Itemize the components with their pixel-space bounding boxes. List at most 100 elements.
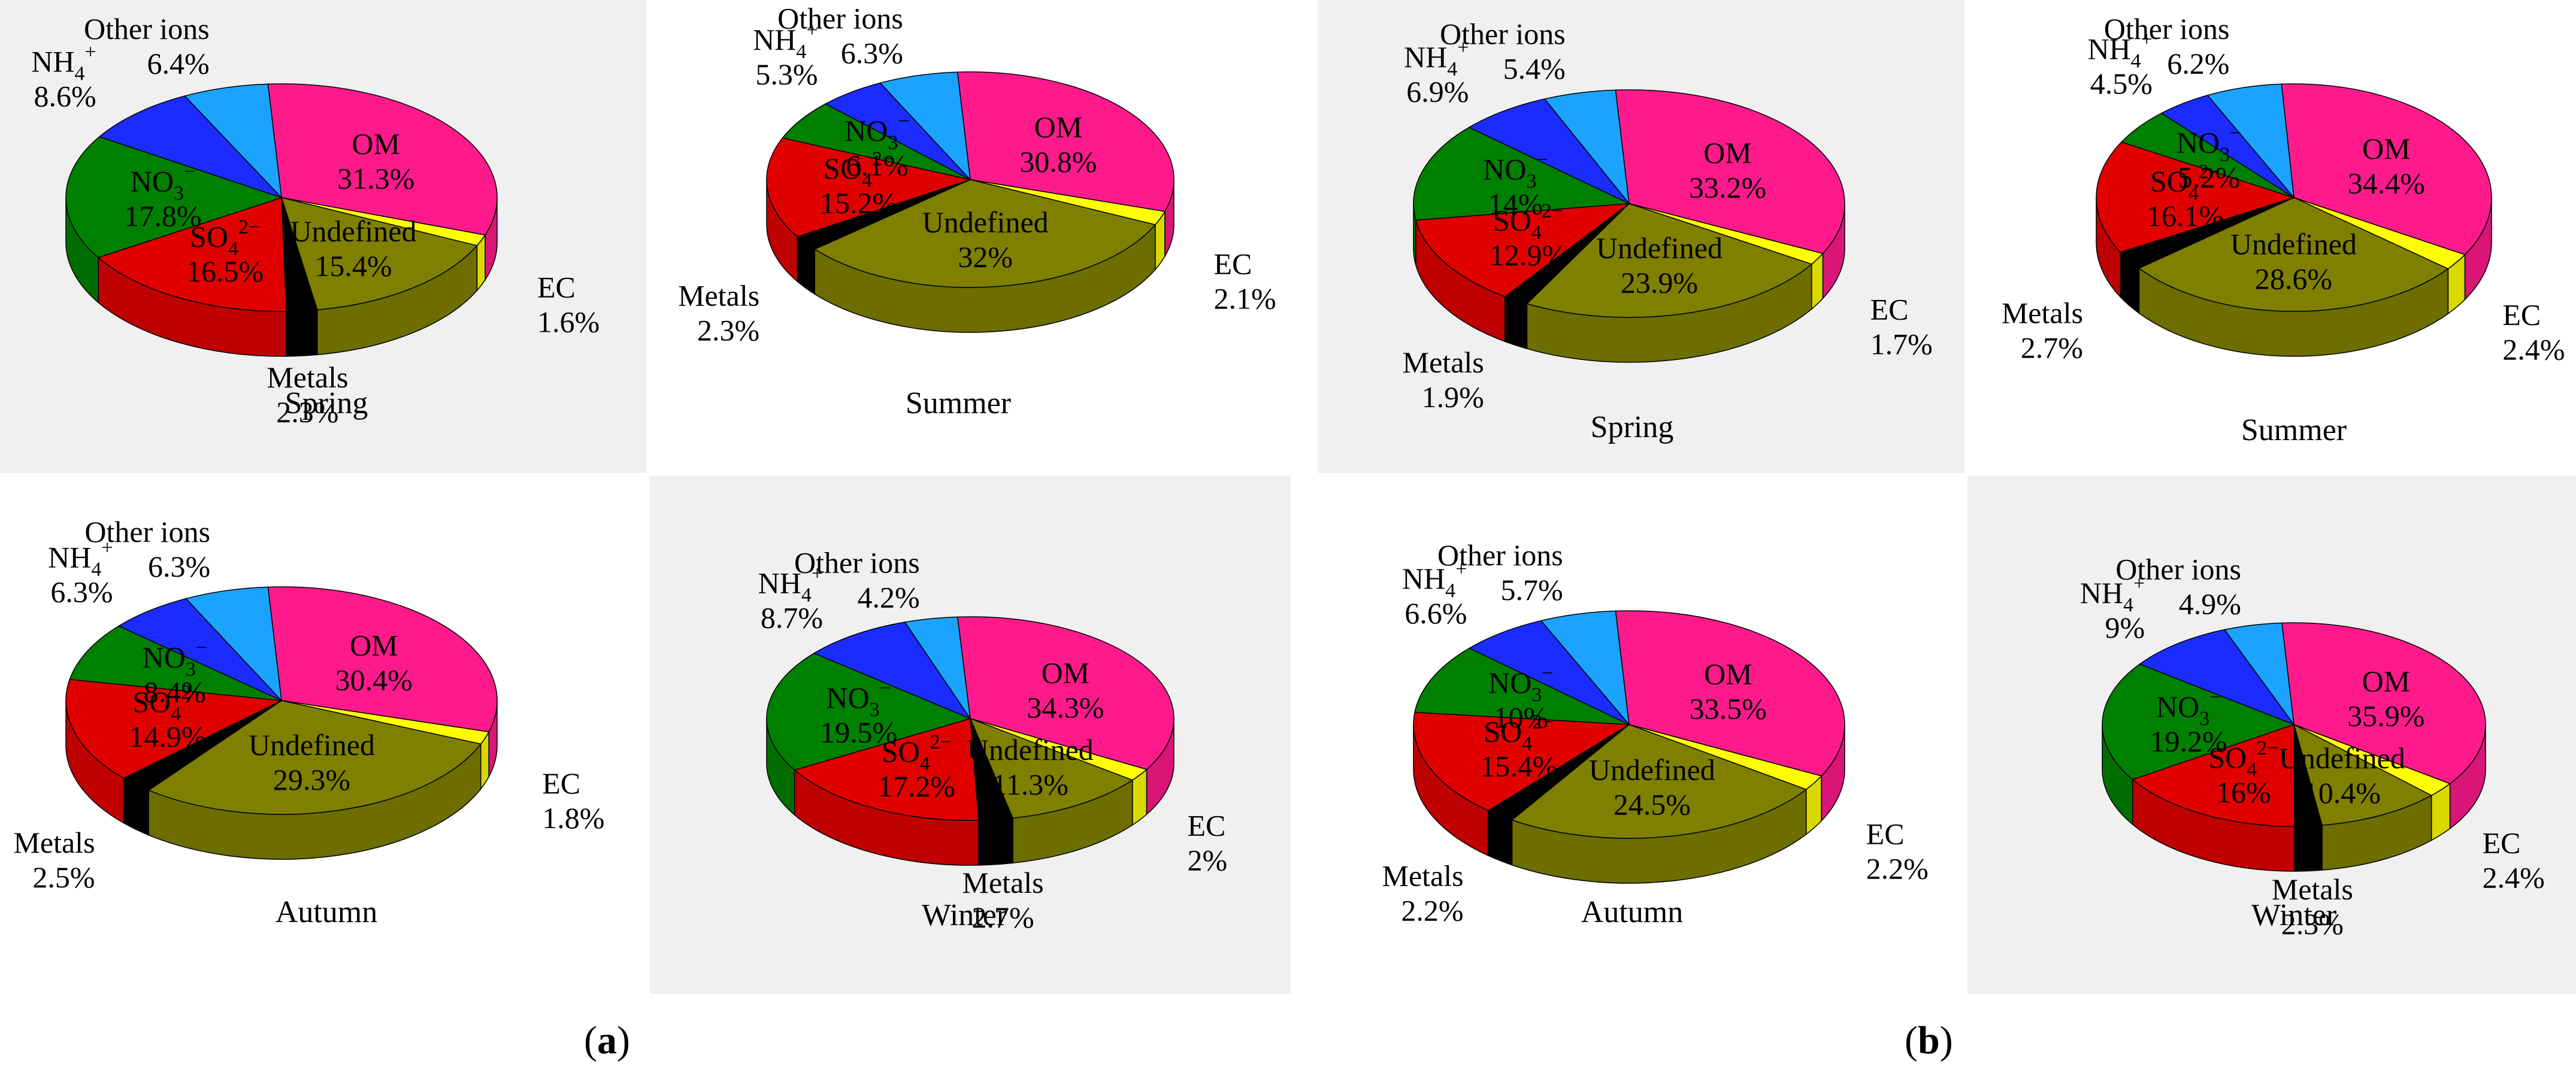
slice-value-so4: 16% bbox=[2216, 775, 2271, 809]
slice-label-ec: EC bbox=[537, 270, 576, 304]
pie-slice-undefined bbox=[1511, 724, 1808, 839]
slice-value-no3: 5.2% bbox=[2178, 160, 2240, 194]
pie-slice-undefined bbox=[147, 700, 482, 815]
slice-value-metals: 2.5% bbox=[32, 860, 95, 894]
slice-value-metals: 2.3% bbox=[2281, 907, 2344, 941]
slice-label-om: OM bbox=[2362, 132, 2411, 165]
slice-label-other-ions: Other ions bbox=[84, 515, 210, 548]
pie-slice-no3 bbox=[782, 103, 971, 180]
slice-value-other-ions: 5.4% bbox=[1503, 51, 1566, 85]
slice-label-ec: EC bbox=[1866, 817, 1905, 851]
pie-slice-undefined bbox=[2293, 723, 2433, 826]
pie-slice-undefined bbox=[280, 196, 478, 311]
pie-slice-so4 bbox=[794, 718, 979, 821]
slice-value-om: 33.5% bbox=[1690, 692, 1767, 726]
slice-value-other-ions: 4.2% bbox=[858, 581, 920, 614]
pie-slice-so4 bbox=[2096, 141, 2296, 253]
slice-label-om: OM bbox=[1703, 136, 1752, 169]
pie-slice-nh4 bbox=[2138, 629, 2296, 726]
pie-slice-other-ions bbox=[184, 83, 283, 199]
slice-label-no3: NO3− bbox=[1483, 149, 1548, 193]
slice-label-so4: SO42− bbox=[132, 681, 202, 725]
slice-label-nh4: NH4+ bbox=[753, 19, 818, 63]
slice-label-ec: EC bbox=[2483, 826, 2521, 859]
slice-label-om: OM bbox=[352, 127, 400, 160]
pie-side-metals bbox=[1505, 296, 1528, 350]
slice-label-undefined: Undefined bbox=[290, 214, 416, 248]
slice-label-undefined: Undefined bbox=[967, 733, 1094, 766]
slice-label-metals: Metals bbox=[267, 360, 348, 394]
slice-label-nh4: NH4+ bbox=[1402, 558, 1467, 602]
slice-value-undefined: 24.5% bbox=[1614, 788, 1691, 822]
pie-chart-a-spring: OM31.3%EC1.6%Undefined15.4%Metals2.3%SO4… bbox=[31, 12, 600, 429]
slice-label-other-ions: Other ions bbox=[1437, 538, 1563, 572]
pie-slice-om bbox=[267, 83, 498, 236]
slice-value-ec: 2.2% bbox=[1866, 852, 1929, 886]
slice-value-om: 35.9% bbox=[2347, 699, 2424, 733]
slice-value-nh4: 8.7% bbox=[761, 601, 823, 634]
slice-value-om: 34.4% bbox=[2348, 166, 2425, 200]
slice-label-other-ions: Other ions bbox=[777, 1, 903, 35]
slice-value-undefined: 10.4% bbox=[2303, 776, 2381, 810]
slice-value-metals: 1.9% bbox=[1422, 380, 1484, 414]
slice-label-om: OM bbox=[1034, 110, 1083, 144]
slice-label-ec: EC bbox=[542, 766, 580, 800]
slice-value-other-ions: 6.3% bbox=[841, 36, 903, 69]
slice-label-undefined: Undefined bbox=[922, 205, 1049, 239]
slice-value-undefined: 32% bbox=[958, 240, 1013, 274]
slice-value-no3: 6.1% bbox=[846, 149, 908, 182]
slice-label-other-ions: Other ions bbox=[794, 546, 920, 580]
pie-slice-so4 bbox=[1413, 711, 1631, 811]
slice-label-other-ions: Other ions bbox=[2115, 552, 2241, 586]
panel-label-b-letter: b bbox=[1917, 1019, 1940, 1062]
panel-label-a: (a) bbox=[584, 1019, 630, 1062]
slice-value-no3: 19.5% bbox=[820, 716, 897, 749]
pie-slice-other-ions bbox=[1543, 89, 1630, 205]
slice-value-so4: 15.2% bbox=[820, 186, 897, 220]
slice-label-so4: SO42− bbox=[1493, 200, 1563, 244]
pie-side-metals bbox=[2294, 825, 2323, 872]
pie-slice-nh4 bbox=[98, 95, 282, 198]
slice-value-nh4: 4.5% bbox=[2090, 66, 2153, 100]
pie-slice-no3 bbox=[766, 653, 972, 771]
pie-slice-so4 bbox=[1415, 203, 1631, 298]
slice-value-nh4: 8.6% bbox=[34, 80, 96, 113]
slice-label-no3: NO3− bbox=[2177, 122, 2241, 166]
slice-label-om: OM bbox=[350, 628, 398, 662]
pie-slice-om bbox=[956, 71, 1175, 212]
slice-value-other-ions: 6.2% bbox=[2167, 47, 2229, 80]
season-title: Autumn bbox=[1581, 895, 1683, 929]
slice-label-metals: Metals bbox=[2272, 872, 2353, 906]
season-title: Winter bbox=[2251, 898, 2336, 932]
slice-value-metals: 2.3% bbox=[276, 395, 338, 429]
pie-slice-om bbox=[956, 616, 1175, 770]
pie-chart-b-autumn: OM33.5%EC2.2%Undefined24.5%Metals2.2%SO4… bbox=[1382, 538, 1928, 929]
slice-value-nh4: 9% bbox=[2105, 611, 2145, 644]
slice-label-undefined: Undefined bbox=[2279, 741, 2405, 775]
slice-label-om: OM bbox=[1042, 656, 1090, 690]
pie-slice-nh4 bbox=[117, 598, 282, 701]
slice-label-other-ions: Other ions bbox=[2104, 12, 2230, 46]
pie-slice-om bbox=[2281, 83, 2492, 256]
pie-slice-other-ions bbox=[2223, 622, 2295, 726]
slice-value-so4: 14.9% bbox=[129, 720, 206, 753]
slice-label-ec: EC bbox=[1187, 808, 1225, 842]
slice-value-so4: 15.4% bbox=[1480, 749, 1557, 783]
season-title: Autumn bbox=[276, 895, 377, 929]
slice-label-undefined: Undefined bbox=[2230, 227, 2357, 260]
panel-label-b: (b) bbox=[1905, 1019, 1953, 1062]
slice-value-nh4: 6.9% bbox=[1406, 75, 1469, 108]
slice-value-ec: 1.8% bbox=[542, 801, 604, 835]
panel-label-a-letter: a bbox=[597, 1019, 617, 1062]
slice-value-undefined: 11.3% bbox=[992, 768, 1068, 801]
slice-label-so4: SO42− bbox=[824, 148, 894, 192]
pie-slice-other-ions bbox=[185, 586, 283, 702]
pie-slice-no3 bbox=[2102, 663, 2296, 780]
slice-label-metals: Metals bbox=[962, 866, 1044, 899]
slice-value-om: 30.4% bbox=[335, 663, 413, 696]
slice-label-ec: EC bbox=[2502, 298, 2541, 332]
slice-label-so4: SO42− bbox=[2150, 161, 2220, 205]
